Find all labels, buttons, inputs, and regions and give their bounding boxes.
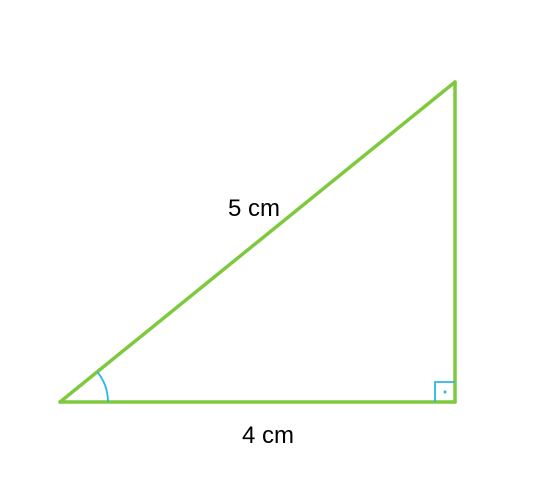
hypotenuse-label: 5 cm [228, 195, 280, 223]
base-label: 4 cm [242, 422, 294, 450]
angle-arc [97, 372, 108, 402]
triangle-hypotenuse [60, 82, 455, 402]
right-angle-dot [444, 391, 447, 394]
